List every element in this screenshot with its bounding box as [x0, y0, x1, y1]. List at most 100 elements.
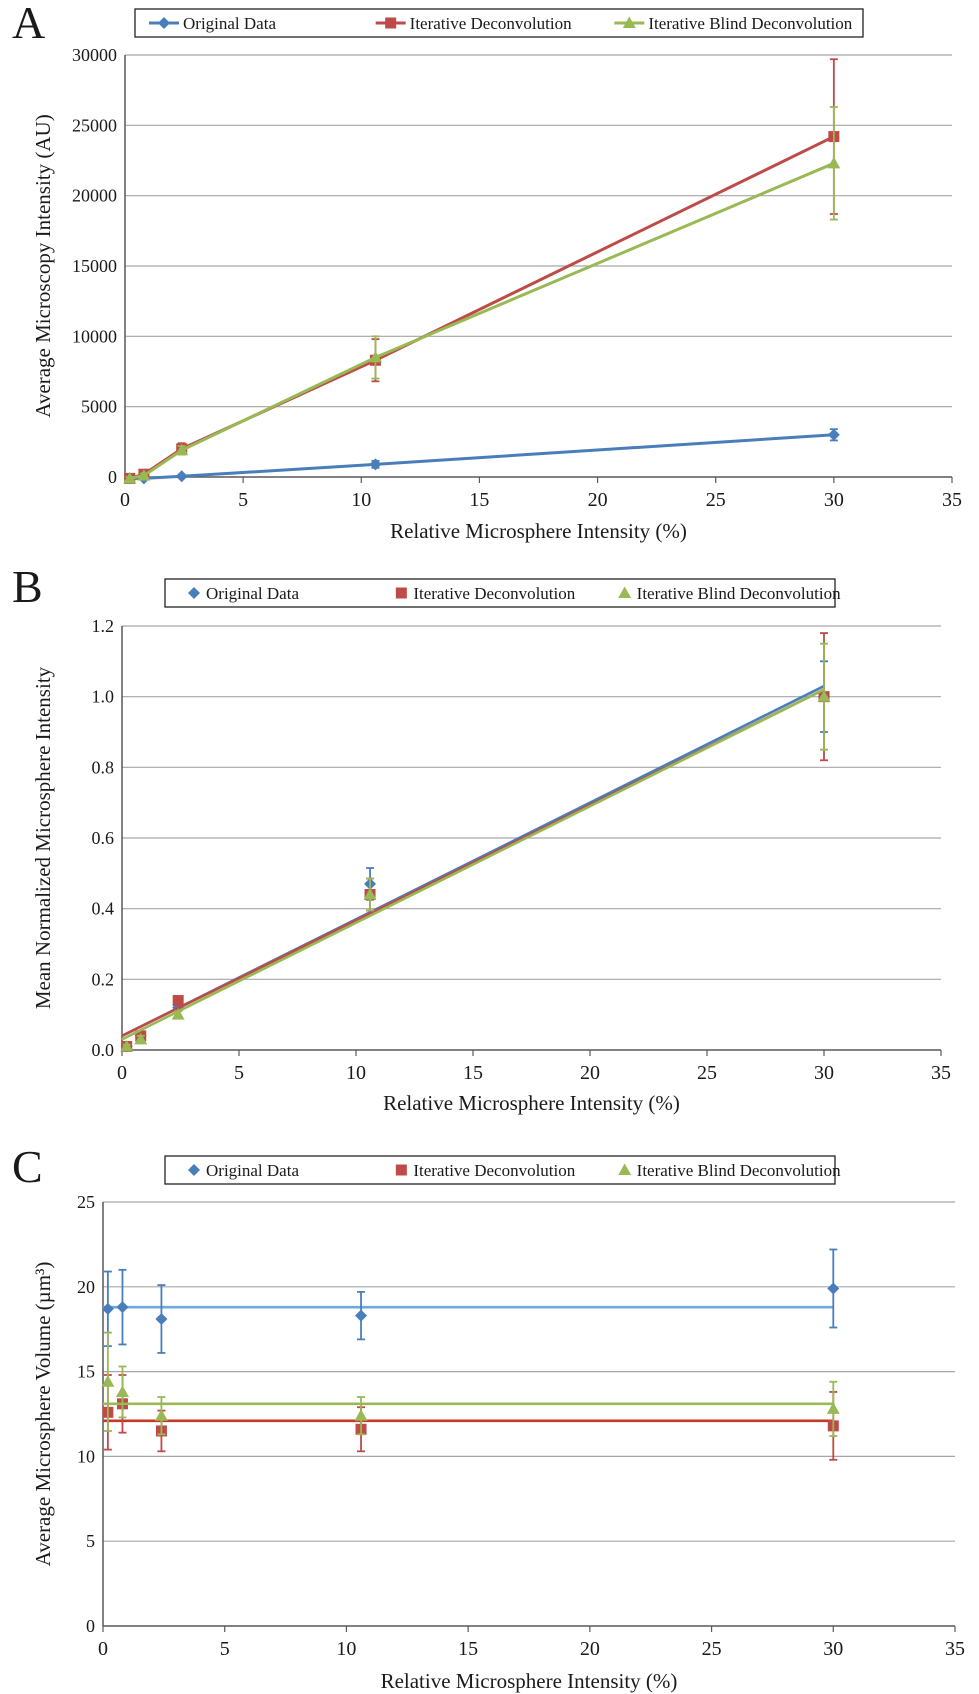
data-point [137, 469, 151, 481]
data-point [172, 995, 184, 1007]
y-tick-label: 1.2 [92, 616, 115, 636]
chart-panel-a: A 0 5000 10000 15000 20000 25000 30000 0 5 10 15 20 2… [12, 0, 962, 543]
data-point [154, 1409, 168, 1421]
data-point [134, 1032, 148, 1045]
legend-marker [385, 17, 397, 29]
legend-marker [395, 587, 407, 599]
legend: Original Data Iterative Deconvolution Iter… [164, 1155, 841, 1185]
legend-label: Iterative Deconvolution [413, 1161, 575, 1180]
legend-item: Iterative Blind Deconvolution [618, 584, 841, 603]
x-axis-label: Relative Microsphere Intensity (%) [381, 1669, 678, 1693]
x-tick-label: 35 [942, 489, 962, 511]
series-original [101, 1248, 840, 1354]
x-tick-label: 15 [469, 489, 489, 511]
legend-label: Original Data [183, 14, 276, 33]
x-axis-label: Relative Microsphere Intensity (%) [383, 1091, 680, 1115]
panel-letter: C [12, 1141, 43, 1192]
x-tick-label: 0 [98, 1638, 108, 1660]
y-tick-label: 0.4 [92, 899, 115, 919]
x-tick-label: 5 [220, 1638, 230, 1660]
data-point [354, 1409, 368, 1421]
legend-marker [188, 587, 200, 599]
y-axis-label: Average Microscopy Intensity (AU) [31, 114, 55, 417]
data-point [826, 1402, 840, 1414]
legend-label: Original Data [206, 1161, 299, 1180]
legend-item: Original Data [188, 584, 299, 603]
series-iterative [121, 632, 830, 1052]
y-tick-label: 0.6 [92, 828, 115, 848]
data-point [123, 471, 137, 484]
x-tick-label: 5 [234, 1062, 244, 1084]
panel-letter: B [12, 561, 43, 612]
x-tick-label: 35 [931, 1062, 951, 1084]
data-point [369, 458, 382, 471]
x-tick-label: 5 [238, 489, 248, 511]
data-point [115, 1385, 129, 1397]
y-tick-label: 1.0 [92, 687, 115, 707]
x-axis-label: Relative Microsphere Intensity (%) [390, 519, 687, 543]
y-tick-label: 5 [86, 1531, 95, 1551]
legend-item: Iterative Blind Deconvolution [614, 14, 853, 33]
data-point [827, 156, 841, 169]
x-tick-label: 10 [346, 1062, 366, 1084]
y-tick-label: 0.0 [92, 1040, 115, 1060]
x-tick-label: 15 [463, 1062, 483, 1084]
legend: Original Data Iterative Deconvolution Iter… [164, 578, 841, 608]
y-tick-label: 0.8 [92, 757, 115, 777]
x-tick-label: 30 [814, 1062, 834, 1084]
y-tick-label: 25 [77, 1192, 95, 1212]
legend-label: Iterative Blind Deconvolution [637, 584, 841, 603]
data-point [368, 350, 382, 363]
x-tick-label: 10 [351, 489, 371, 511]
legend-label: Iterative Blind Deconvolution [648, 14, 852, 33]
data-point [817, 690, 831, 702]
y-tick-label: 0 [86, 1616, 95, 1636]
chart-panel-c: C 0 5 10 15 20 25 0 5 10 15 20 25 30 35 Relative Micros… [12, 1141, 965, 1693]
series-iterative [124, 58, 840, 484]
legend: Original Data Iterative Deconvolution Iter… [134, 8, 864, 38]
x-tick-label: 35 [945, 1638, 965, 1660]
legend-item: Iterative Deconvolution [395, 584, 576, 603]
data-point [827, 1282, 840, 1295]
legend-item: Original Data [188, 1161, 299, 1180]
legend-item: Iterative Blind Deconvolution [618, 1161, 841, 1180]
legend-marker [158, 17, 170, 29]
series-iterative [102, 1374, 839, 1461]
data-point [175, 470, 188, 483]
legend-marker [622, 16, 636, 28]
series-blind [120, 642, 831, 1052]
y-tick-label: 20000 [72, 186, 117, 206]
y-axis-label: Mean Normalized Microsphere Intensity [31, 666, 55, 1009]
data-point [171, 1008, 185, 1020]
legend-marker [618, 1163, 632, 1175]
data-point [155, 1313, 168, 1326]
legend-marker [188, 1164, 200, 1176]
y-axis-label: Average Microsphere Volume (µm³) [31, 1262, 55, 1567]
data-point [116, 1301, 129, 1314]
x-tick-label: 30 [824, 489, 844, 511]
legend-item: Original Data [149, 14, 276, 33]
x-tick-label: 10 [336, 1638, 356, 1660]
legend-box [164, 578, 836, 608]
y-tick-label: 15 [77, 1362, 95, 1382]
series-blind [101, 1331, 840, 1437]
data-point [363, 888, 377, 900]
series-line [129, 433, 834, 480]
x-tick-label: 15 [458, 1638, 478, 1660]
chart-panel-b: B 0.0 0.2 0.4 0.6 0.8 1.0 1.2 0 5 10 15 20 25 30 35 Rela… [12, 561, 951, 1115]
data-point [175, 443, 189, 456]
data-point [101, 1375, 115, 1387]
trend-line [121, 688, 825, 1041]
x-tick-label: 20 [580, 1062, 600, 1084]
series-original [120, 660, 830, 1053]
series-line [129, 161, 835, 480]
y-tick-label: 20 [77, 1277, 95, 1297]
legend-box [134, 8, 864, 38]
y-tick-label: 0.2 [92, 969, 115, 989]
legend-label: Iterative Blind Deconvolution [637, 1161, 841, 1180]
x-tick-label: 20 [588, 489, 608, 511]
legend-label: Iterative Deconvolution [410, 14, 572, 33]
x-tick-label: 25 [697, 1062, 717, 1084]
data-point [120, 1039, 134, 1052]
